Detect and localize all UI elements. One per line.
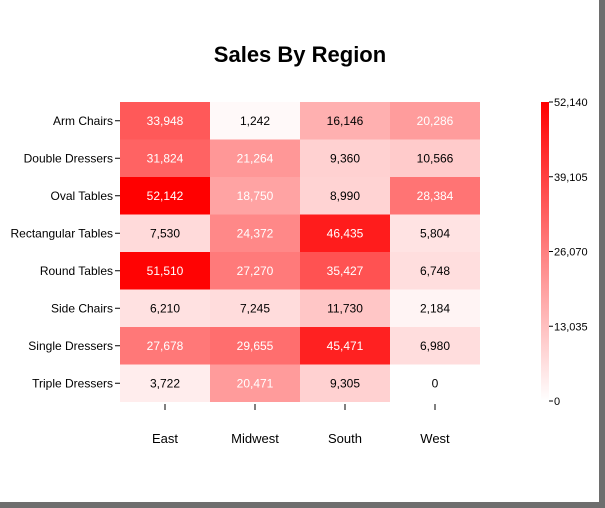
cell-value-label: 5,804 [420,226,450,240]
row-label: Side Chairs [51,301,113,315]
cell-value-label: 18,750 [237,189,274,203]
cell-value-label: 7,530 [150,226,180,240]
heatmap-cell [120,102,210,140]
heatmap-cell [120,214,210,252]
column-label: South [328,431,362,446]
heatmap-cell [390,214,480,252]
cell-value-label: 52,142 [147,189,184,203]
heatmap-cell [120,327,210,365]
heatmap-cell [390,252,480,290]
cell-value-label: 46,435 [327,226,364,240]
heatmap-cell [300,102,390,140]
legend-tick-label: 26,070 [554,247,588,259]
cell-value-label: 31,824 [147,151,184,165]
cell-value-label: 8,990 [330,189,360,203]
cell-value-label: 45,471 [327,339,364,353]
heatmap-cell [300,252,390,290]
heatmap-cell [210,327,300,365]
cell-value-label: 10,566 [417,151,454,165]
heatmap-cell [390,102,480,140]
cell-value-label: 1,242 [240,114,270,128]
legend-tick-label: 0 [554,396,560,408]
heatmap-cell [210,139,300,177]
cell-value-label: 11,730 [327,301,363,315]
heatmap-cell [300,139,390,177]
column-axis: East Midwest South West [152,404,450,446]
cell-value-label: 27,678 [147,339,184,353]
heatmap-cell [210,364,300,402]
cell-value-label: 51,510 [147,264,184,278]
cell-value-label: 20,286 [417,114,454,128]
heatmap-cell [300,214,390,252]
cell-value-label: 16,146 [327,114,364,128]
legend-tick-label: 13,035 [554,321,588,333]
heatmap-cell [120,252,210,290]
heatmap-cell [390,327,480,365]
heatmap-cell [210,177,300,215]
cell-value-label: 21,264 [237,151,274,165]
cell-value-label: 6,980 [420,339,450,353]
heatmap-cell [120,177,210,215]
row-label: Single Dressers [28,339,113,353]
legend-tick-label: 52,140 [554,97,588,109]
color-legend: 52,140 39,105 26,070 13,035 0 [541,97,588,408]
heatmap-cell [210,289,300,327]
cell-value-label: 6,748 [420,264,450,278]
heatmap-cell [120,289,210,327]
cell-value-label: 20,471 [237,376,274,390]
column-label: West [420,431,450,446]
column-label: Midwest [231,431,279,446]
heatmap-cell [390,364,480,402]
row-label: Arm Chairs [53,114,113,128]
cell-value-label: 7,245 [240,301,270,315]
row-label: Double Dressers [24,151,113,165]
heatmap-cell [210,214,300,252]
cell-value-label: 27,270 [237,264,274,278]
heatmap-cell [120,364,210,402]
cell-value-label: 29,655 [237,339,274,353]
chart-title: Sales By Region [214,42,386,67]
heatmap-cell [300,177,390,215]
heatmap-cell [210,102,300,140]
row-label: Oval Tables [51,189,113,203]
row-label: Round Tables [40,264,113,278]
cell-value-label: 35,427 [327,264,364,278]
cell-value-label: 28,384 [417,189,454,203]
heatmap-cell [390,289,480,327]
cell-value-label: 3,722 [150,376,180,390]
cell-value-label: 9,305 [330,376,360,390]
cell-value-label: 2,184 [420,301,450,315]
heatmap-cells: 33,948 1,242 16,146 20,286 31,824 21,264 9,360… [120,102,480,402]
legend-tick-label: 39,105 [554,172,588,184]
legend-color-bar [541,102,549,401]
row-label: Rectangular Tables [10,226,113,240]
row-label: Triple Dressers [32,376,113,390]
heatmap-cell [300,364,390,402]
heatmap-cell [390,177,480,215]
heatmap-cell [210,252,300,290]
row-axis: Arm Chairs Double Dressers Oval Tables Rect… [10,114,120,390]
cell-value-label: 33,948 [147,114,184,128]
cell-value-label: 9,360 [330,151,360,165]
cell-value-label: 6,210 [150,301,180,315]
heatmap-cell [390,139,480,177]
column-label: East [152,431,178,446]
heatmap-cell [300,289,390,327]
heatmap-cell [120,139,210,177]
cell-value-label: 24,372 [237,226,274,240]
cell-value-label: 0 [432,376,439,390]
heatmap-cell [300,327,390,365]
